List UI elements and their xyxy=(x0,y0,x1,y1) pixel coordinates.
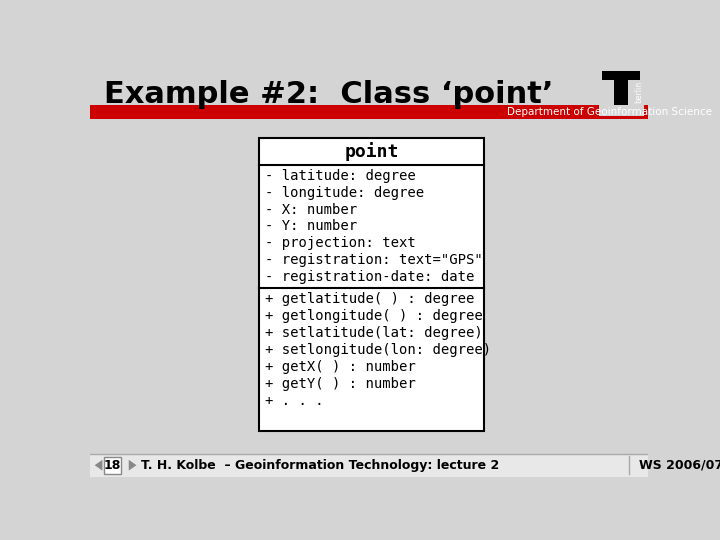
Bar xyxy=(259,138,484,430)
Text: - registration: text="GPS": - registration: text="GPS" xyxy=(265,253,483,267)
Text: - X: number: - X: number xyxy=(265,202,357,217)
Bar xyxy=(601,71,640,80)
Text: - latitude: degree: - latitude: degree xyxy=(265,168,416,183)
Polygon shape xyxy=(94,460,102,470)
Bar xyxy=(90,105,648,119)
Text: - Y: number: - Y: number xyxy=(265,219,357,233)
Text: - projection: text: - projection: text xyxy=(265,237,416,251)
Bar xyxy=(614,80,628,105)
Bar xyxy=(104,457,121,474)
Text: + getX( ) : number: + getX( ) : number xyxy=(265,360,416,374)
Text: point: point xyxy=(344,142,398,161)
Polygon shape xyxy=(129,460,137,470)
Text: + setlatitude(lat: degree): + setlatitude(lat: degree) xyxy=(265,326,483,340)
Text: - registration-date: date: - registration-date: date xyxy=(265,271,474,285)
Text: - longitude: degree: - longitude: degree xyxy=(265,186,424,200)
Text: Department of Geoinformation Science: Department of Geoinformation Science xyxy=(507,107,712,117)
Text: T. H. Kolbe  – Geoinformation Technology: lecture 2: T. H. Kolbe – Geoinformation Technology:… xyxy=(141,458,500,472)
Text: WS 2006/07: WS 2006/07 xyxy=(639,458,720,472)
Text: + getlongitude( ) : degree: + getlongitude( ) : degree xyxy=(265,309,483,323)
Text: Example #2:  Class ‘point’: Example #2: Class ‘point’ xyxy=(104,79,554,109)
Text: + setlongitude(lon: degree): + setlongitude(lon: degree) xyxy=(265,343,491,357)
Text: 18: 18 xyxy=(104,458,121,472)
Text: + getlatitude( ) : degree: + getlatitude( ) : degree xyxy=(265,292,474,306)
Text: + . . .: + . . . xyxy=(265,394,324,408)
Text: + getY( ) : number: + getY( ) : number xyxy=(265,376,416,390)
Bar xyxy=(90,454,648,477)
Text: berlin: berlin xyxy=(634,80,644,103)
Bar xyxy=(599,69,644,117)
